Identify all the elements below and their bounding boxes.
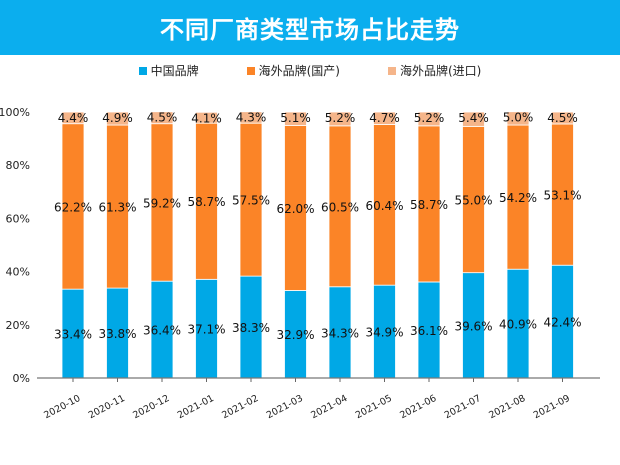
data-label: 5.4%: [458, 111, 489, 125]
data-label: 61.3%: [98, 201, 136, 215]
data-label: 4.7%: [369, 111, 400, 125]
legend-item-china-brand: 中国品牌: [138, 62, 199, 79]
x-tick-label: 2021-06: [398, 393, 438, 421]
bar-segment: [284, 111, 307, 126]
data-label: 37.1%: [187, 323, 225, 337]
y-tick-label: 20%: [6, 319, 30, 332]
y-tick-label: 80%: [6, 159, 30, 172]
bar-segment: [417, 111, 441, 127]
data-label: 34.3%: [321, 326, 359, 340]
data-label: 4.5%: [147, 111, 178, 125]
legend-swatch: [246, 66, 255, 75]
data-label: 58.7%: [410, 198, 448, 212]
y-tick-label: 40%: [6, 266, 30, 279]
legend-label: 海外品牌(进口): [400, 64, 482, 78]
chart-title: 不同厂商类型市场占比走势: [160, 16, 460, 44]
data-label: 33.4%: [54, 328, 92, 342]
data-label: 40.9%: [499, 318, 537, 332]
bar-segment: [106, 111, 129, 126]
x-tick-label: 2021-02: [220, 393, 260, 421]
data-label: 62.0%: [276, 202, 314, 216]
data-label: 36.4%: [143, 324, 181, 338]
data-label: 4.4%: [58, 111, 89, 125]
legend-item-foreign-domestic: 海外品牌(国产): [246, 62, 340, 79]
data-label: 4.3%: [236, 111, 267, 125]
y-tick-label: 0%: [13, 372, 30, 385]
x-tick-label: 2020-10: [42, 393, 82, 421]
x-tick-label: 2021-07: [443, 393, 483, 421]
data-label: 4.5%: [547, 111, 578, 125]
data-label: 39.6%: [454, 319, 492, 333]
bar-segment: [551, 111, 574, 125]
data-label: 58.7%: [187, 195, 225, 209]
data-label: 5.2%: [325, 111, 356, 125]
data-label: 5.1%: [280, 111, 311, 125]
x-tick-label: 2021-08: [487, 393, 527, 421]
data-label: 53.1%: [543, 189, 581, 203]
data-label: 42.4%: [543, 316, 581, 330]
legend-swatch: [388, 66, 396, 75]
data-label: 57.5%: [232, 194, 270, 208]
data-label: 33.8%: [98, 327, 136, 341]
y-tick-label: 60%: [6, 212, 30, 225]
data-label: 5.0%: [503, 111, 534, 125]
bar-segment: [195, 111, 218, 124]
data-label: 62.2%: [54, 200, 92, 214]
data-label: 60.5%: [321, 200, 359, 214]
data-label: 4.1%: [191, 111, 222, 125]
data-label: 4.9%: [102, 111, 133, 125]
bar-segment: [373, 111, 396, 125]
x-tick-label: 2021-01: [176, 393, 216, 421]
bar-segment: [150, 111, 174, 125]
data-label: 36.1%: [410, 324, 448, 338]
x-tick-label: 2020-11: [87, 393, 127, 421]
bar-segment: [328, 111, 352, 127]
legend-item-foreign-import: 海外品牌(进口): [388, 62, 481, 79]
data-label: 34.9%: [365, 326, 403, 340]
data-label: 60.4%: [365, 199, 403, 213]
data-label: 59.2%: [143, 196, 181, 210]
legend-label: 中国品牌: [150, 64, 199, 78]
bar-segment: [61, 111, 85, 125]
x-tick-label: 2021-03: [265, 393, 305, 421]
x-tick-label: 2020-12: [131, 393, 171, 421]
data-label: 5.2%: [414, 111, 445, 125]
bar-segment: [462, 111, 485, 127]
legend: 中国品牌 海外品牌(国产) 海外品牌(进口): [0, 62, 620, 79]
y-tick-label: 100%: [0, 106, 30, 119]
legend-swatch: [138, 66, 147, 75]
bar-segment: [506, 111, 530, 126]
x-tick-label: 2021-04: [309, 393, 349, 421]
legend-label: 海外品牌(国产): [258, 64, 340, 78]
bar-segment: [239, 111, 263, 124]
data-label: 55.0%: [454, 194, 492, 208]
x-tick-label: 2021-09: [532, 393, 572, 421]
title-bar: 不同厂商类型市场占比走势: [0, 0, 620, 55]
data-label: 32.9%: [276, 328, 314, 342]
data-label: 38.3%: [232, 321, 270, 335]
x-tick-label: 2021-05: [354, 393, 394, 421]
data-label: 54.2%: [499, 191, 537, 205]
